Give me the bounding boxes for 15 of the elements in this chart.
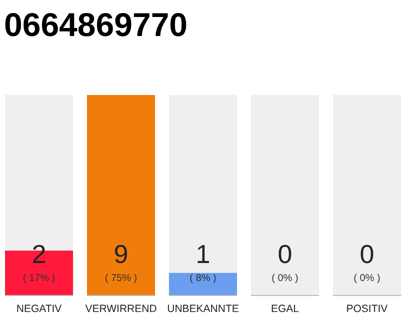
annotation: ( 8% ) [190, 273, 216, 284]
annotation: ( 17% ) [22, 273, 56, 284]
annotation: ( 0% ) [272, 273, 298, 284]
annotation: ( 75% ) [104, 273, 138, 284]
data-label: 0 [278, 239, 292, 269]
annotation: ( 0% ) [354, 273, 380, 284]
data-label: 9 [114, 239, 128, 269]
x-tick-label: NEGATIV [16, 303, 62, 315]
x-tick-label: VERWIRREND [85, 303, 158, 315]
data-label: 1 [196, 239, 210, 269]
chart-title: 0664869770 [4, 6, 188, 43]
x-tick-label: POSITIV [346, 303, 388, 315]
data-label: 0 [360, 239, 374, 269]
x-tick-label: EGAL [270, 303, 300, 315]
x-tick-label: UNBEKANNTE [167, 303, 239, 315]
